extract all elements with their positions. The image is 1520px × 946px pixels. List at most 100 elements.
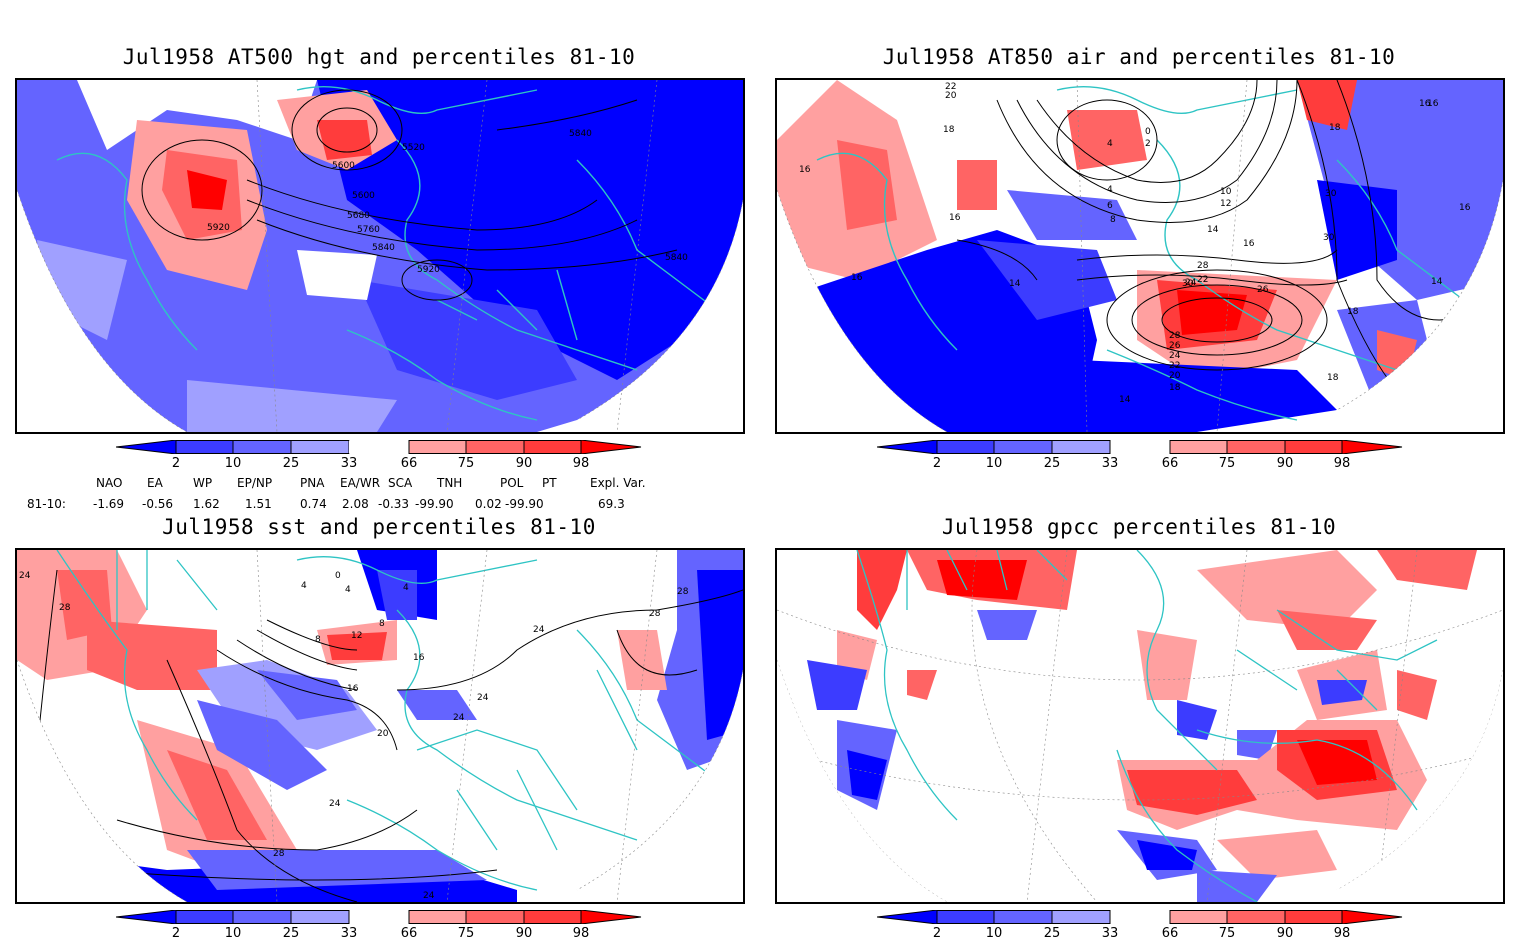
cbar-tick: 75 xyxy=(1218,926,1236,941)
svg-text:28: 28 xyxy=(677,587,689,597)
panel-title-sst: Jul1958 sst and percentiles 81-10 xyxy=(162,515,596,539)
svg-text:26: 26 xyxy=(1257,285,1269,295)
idx-header: SCA xyxy=(388,476,413,490)
idx-value: 69.3 xyxy=(598,497,625,511)
svg-text:5680: 5680 xyxy=(347,211,370,221)
svg-text:18: 18 xyxy=(943,125,955,135)
cbar-tick: 2 xyxy=(932,456,942,471)
map-sst-svg: 24 28 4 0 4 8 12 8 16 16 20 24 24 24 28 … xyxy=(17,550,743,902)
svg-text:18: 18 xyxy=(1169,383,1181,393)
svg-text:10: 10 xyxy=(1220,187,1232,197)
idx-header: TNH xyxy=(437,476,463,490)
svg-text:28: 28 xyxy=(273,849,285,859)
colorbar-gpcc: 2 10 25 33 66 75 90 98 xyxy=(877,910,1407,946)
idx-header: NAO xyxy=(96,476,123,490)
svg-text:5920: 5920 xyxy=(207,223,230,233)
svg-text:16: 16 xyxy=(347,684,359,694)
idx-value: 1.62 xyxy=(193,497,220,511)
cbar-tick: 75 xyxy=(457,926,475,941)
svg-text:24: 24 xyxy=(19,571,31,581)
idx-header: EP/NP xyxy=(237,476,273,490)
svg-text:8: 8 xyxy=(315,635,321,645)
svg-text:5840: 5840 xyxy=(372,243,395,253)
cbar-tick: 90 xyxy=(1276,456,1294,471)
map-hgt: 5600 5520 5840 5600 5680 5760 5840 5920 … xyxy=(15,78,745,434)
cbar-tick: 10 xyxy=(985,456,1003,471)
idx-header: Expl. Var. xyxy=(590,476,646,490)
svg-text:16: 16 xyxy=(1427,99,1439,109)
cbar-tick: 10 xyxy=(224,926,242,941)
idx-value: 2.08 xyxy=(342,497,369,511)
svg-text:16: 16 xyxy=(1419,99,1431,109)
svg-text:28: 28 xyxy=(1169,331,1181,341)
cbar-tick: 98 xyxy=(1333,926,1351,941)
indices-table: NAO EA WP EP/NP PNA EA/WR SCA TNH POL PT… xyxy=(0,476,700,512)
cbar-tick: 75 xyxy=(457,456,475,471)
cbar-tick: 90 xyxy=(515,926,533,941)
svg-text:16: 16 xyxy=(1459,203,1471,213)
map-gpcc-svg xyxy=(777,550,1503,902)
map-air: 22 20 18 16 16 16 14 4 0 2 4 6 8 10 12 1… xyxy=(775,78,1505,434)
svg-text:28: 28 xyxy=(1197,261,1209,271)
panel-title-air: Jul1958 AT850 air and percentiles 81-10 xyxy=(882,45,1396,69)
svg-text:5840: 5840 xyxy=(665,253,688,263)
svg-text:22: 22 xyxy=(945,82,956,92)
svg-text:8: 8 xyxy=(1110,215,1116,225)
svg-text:14: 14 xyxy=(1119,395,1131,405)
idx-value: -0.33 xyxy=(378,497,410,511)
map-air-svg: 22 20 18 16 16 16 14 4 0 2 4 6 8 10 12 1… xyxy=(777,80,1503,432)
idx-value: 0.74 xyxy=(300,497,327,511)
svg-text:16: 16 xyxy=(949,213,961,223)
sst-contour-label-bottom: 24 xyxy=(423,891,435,901)
idx-header: EA xyxy=(147,476,163,490)
cbar-tick: 66 xyxy=(1161,456,1179,471)
svg-text:20: 20 xyxy=(377,729,389,739)
svg-text:24: 24 xyxy=(477,693,489,703)
svg-text:16: 16 xyxy=(851,273,863,283)
cbar-tick: 2 xyxy=(932,926,942,941)
svg-text:16: 16 xyxy=(413,653,425,663)
idx-value: -0.56 xyxy=(142,497,174,511)
colorbar-air-svg xyxy=(877,440,1403,454)
svg-text:14: 14 xyxy=(1009,279,1021,289)
map-gpcc xyxy=(775,548,1505,904)
svg-text:22: 22 xyxy=(1169,361,1180,371)
svg-text:24: 24 xyxy=(1169,351,1181,361)
cbar-tick: 25 xyxy=(1043,456,1061,471)
idx-header: PT xyxy=(542,476,557,490)
cbar-tick: 90 xyxy=(515,456,533,471)
svg-text:4: 4 xyxy=(403,583,409,593)
svg-text:26: 26 xyxy=(1169,341,1181,351)
cbar-tick: 66 xyxy=(400,926,418,941)
svg-text:5600: 5600 xyxy=(332,161,355,171)
idx-value: -99.90 xyxy=(415,497,454,511)
svg-text:30: 30 xyxy=(1323,233,1335,243)
idx-header: POL xyxy=(500,476,524,490)
svg-text:28: 28 xyxy=(59,603,71,613)
cbar-tick: 25 xyxy=(1043,926,1061,941)
panel-title-gpcc: Jul1958 gpcc percentiles 81-10 xyxy=(941,515,1337,539)
cbar-tick: 33 xyxy=(1101,456,1119,471)
colorbar-sst-svg xyxy=(116,910,642,924)
svg-text:8: 8 xyxy=(379,619,385,629)
cbar-tick: 66 xyxy=(400,456,418,471)
colorbar-hgt-svg xyxy=(116,440,642,454)
svg-text:0: 0 xyxy=(335,571,341,581)
colorbar-gpcc-svg xyxy=(877,910,1403,924)
svg-text:22: 22 xyxy=(1197,275,1208,285)
idx-header: PNA xyxy=(300,476,325,490)
svg-text:18: 18 xyxy=(1329,123,1341,133)
map-sst: 24 28 4 0 4 8 12 8 16 16 20 24 24 24 28 … xyxy=(15,548,745,904)
idx-value: -1.69 xyxy=(93,497,125,511)
cbar-tick: 25 xyxy=(282,926,300,941)
svg-text:5920: 5920 xyxy=(417,265,440,275)
air-contour-labels: 22 20 18 16 16 16 14 4 0 2 4 6 8 10 12 1… xyxy=(799,82,1471,405)
svg-text:5760: 5760 xyxy=(357,225,380,235)
svg-text:12: 12 xyxy=(1220,199,1231,209)
svg-text:24: 24 xyxy=(533,625,545,635)
svg-text:5520: 5520 xyxy=(402,143,425,153)
svg-text:5840: 5840 xyxy=(569,129,592,139)
svg-text:14: 14 xyxy=(1207,225,1219,235)
cbar-tick: 98 xyxy=(1333,456,1351,471)
cbar-tick: 25 xyxy=(282,456,300,471)
